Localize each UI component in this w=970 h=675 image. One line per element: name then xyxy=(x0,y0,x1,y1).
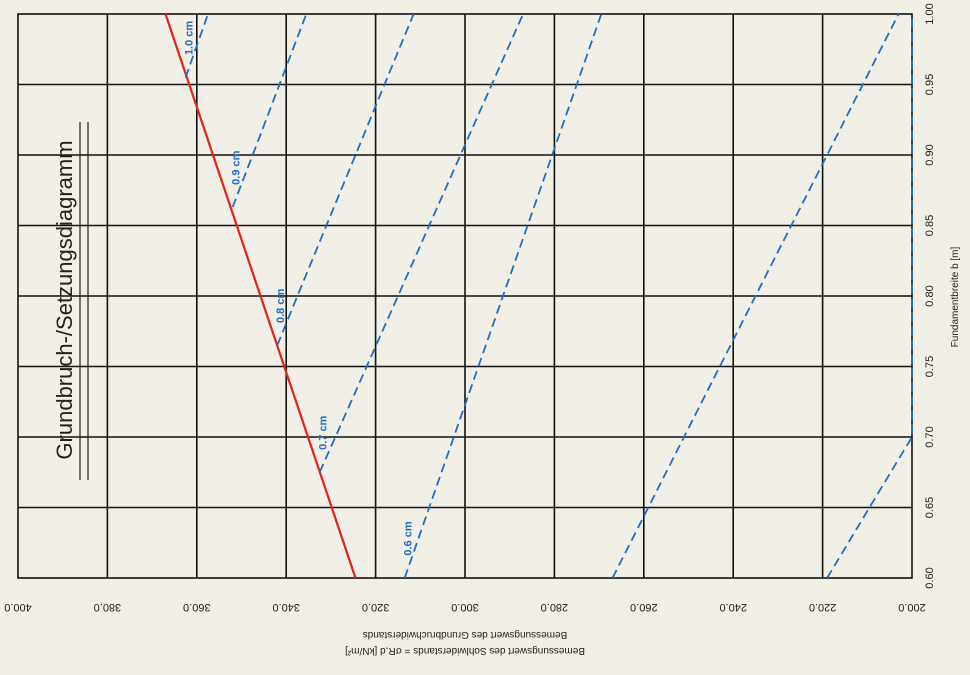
settlement-line xyxy=(231,13,308,208)
grid xyxy=(17,13,913,579)
y-tick-label: 260.0 xyxy=(630,601,658,613)
bearing-capacity-line xyxy=(164,13,357,579)
x-tick-label: 0.65 xyxy=(924,497,936,518)
y-tick-label: 380.0 xyxy=(94,601,122,613)
tick-labels: 200.0 220.0 240.0 260.0 280.0 300.0 320.0 340.0… xyxy=(4,3,936,613)
x-tick-label: 1.00 xyxy=(924,3,936,24)
x-tick-label: 0.85 xyxy=(924,215,936,236)
y-tick-label: 280.0 xyxy=(541,601,569,613)
x-tick-label: 0.70 xyxy=(924,426,936,447)
x-axis-label: Fundamentbreite b [m] xyxy=(950,246,961,347)
y-tick-label: 400.0 xyxy=(4,601,32,613)
y-axis-label: Bemessungswert des Sohlwiderstands = σR,… xyxy=(345,645,585,656)
y-tick-label: 220.0 xyxy=(809,601,837,613)
y-tick-label: 300.0 xyxy=(451,601,479,613)
x-tick-label: 0.75 xyxy=(924,356,936,377)
settlement-line xyxy=(318,13,524,473)
curve-label: 0.6 cm xyxy=(402,521,414,555)
y-tick-label: 320.0 xyxy=(362,601,390,613)
x-tick-label: 0.60 xyxy=(924,567,936,588)
curve-label: 0.7 cm xyxy=(317,415,329,449)
y-tick-label: 340.0 xyxy=(272,601,300,613)
curve-label: 1.0 cm xyxy=(183,21,195,55)
settlement-line xyxy=(826,14,913,579)
y-tick-label: 360.0 xyxy=(183,601,211,613)
settlement-line xyxy=(611,13,900,579)
curve-label: 0.8 cm xyxy=(275,289,287,323)
settlement-line xyxy=(276,13,415,346)
y-axis-label-secondary: Bemessungswert des Grundbruchwiderstands xyxy=(363,629,568,640)
chart-title: Grundbruch-/Setzungsdiagramm xyxy=(52,140,77,459)
series-layer xyxy=(164,13,913,579)
curve-labels: 0.6 cm 0.7 cm 0.8 cm 0.9 cm 1.0 cm xyxy=(183,21,414,556)
curve-label: 0.9 cm xyxy=(230,150,242,184)
y-tick-label: 240.0 xyxy=(719,601,747,613)
settlement-line xyxy=(184,13,209,78)
y-tick-label: 200.0 xyxy=(898,601,926,613)
x-tick-label: 0.90 xyxy=(924,144,936,165)
x-tick-label: 0.95 xyxy=(924,74,936,95)
settlement-line xyxy=(403,13,603,579)
x-tick-label: 0.80 xyxy=(924,285,936,306)
